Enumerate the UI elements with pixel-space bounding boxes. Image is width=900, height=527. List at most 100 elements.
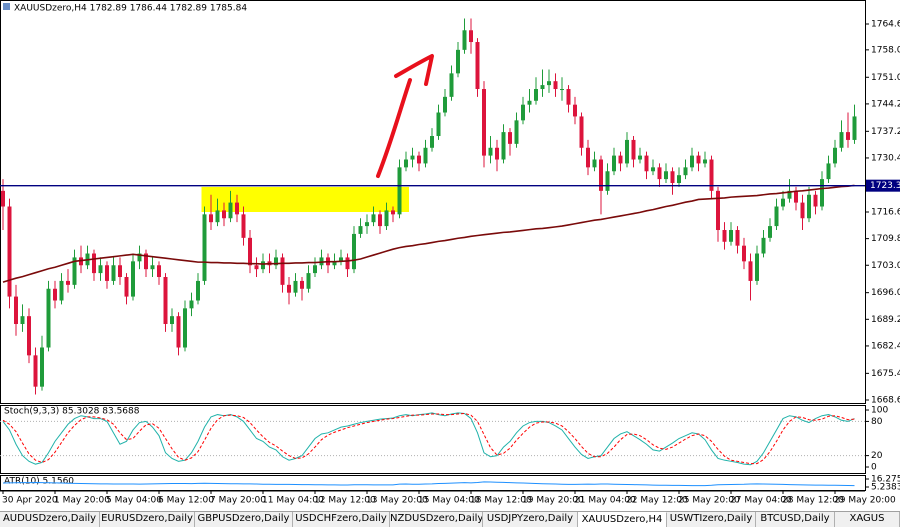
candle-body: [215, 210, 220, 223]
candle-body: [313, 265, 317, 274]
candle-body: [7, 206, 12, 297]
level-label: 1723.32: [870, 181, 900, 191]
candle-body: [105, 265, 109, 281]
chart-tab[interactable]: USWTIzero,Daily: [667, 512, 756, 527]
chart-tab[interactable]: AUDUSDzero,Daily: [0, 512, 100, 527]
candle-body: [131, 261, 135, 297]
y-tick-label: 80: [871, 417, 883, 427]
candle-body: [378, 214, 382, 227]
y-tick-label: 1682.40: [871, 341, 900, 351]
panel-title: Stoch(9,3,3) 85.3028 83.5688: [4, 407, 140, 417]
candle-body: [514, 120, 519, 144]
candle-body: [339, 257, 343, 262]
candle-body: [345, 257, 350, 270]
candle-body: [176, 316, 181, 348]
y-tick-label: 1744.20: [871, 99, 900, 109]
candle-body: [852, 116, 857, 140]
candle-body: [495, 147, 499, 160]
candle-body: [157, 265, 161, 278]
x-tick-label: 27 May 04:00: [730, 496, 792, 506]
candle-body: [794, 190, 798, 203]
candle-body: [690, 155, 694, 168]
candle-body: [488, 147, 493, 156]
candle-body: [722, 230, 727, 242]
chart-tab[interactable]: GBPUSDzero,Daily: [195, 512, 293, 527]
candle-body: [371, 214, 376, 223]
chart-tab[interactable]: NZDUSDzero,Daily: [390, 512, 483, 527]
candle-body: [469, 30, 473, 43]
chart-tab[interactable]: USDJPYzero,Daily: [483, 512, 578, 527]
candle-body: [462, 30, 467, 50]
candle-body: [800, 202, 805, 219]
y-tick-label: 1751.00: [871, 73, 900, 83]
candle-body: [553, 81, 558, 90]
chart-tab[interactable]: XAUUSDzero,H4: [578, 512, 667, 527]
y-tick-label: 20: [871, 451, 883, 461]
y-tick-label: 1716.60: [871, 207, 900, 217]
candle-body: [527, 100, 532, 105]
candle-body: [235, 202, 239, 215]
candle-body: [40, 347, 44, 387]
candle-body: [449, 73, 454, 97]
candle-body: [92, 253, 96, 274]
candle-body: [46, 288, 51, 348]
moving-average: [2, 184, 855, 283]
chart-header: XAUUSDzero,H4 1782.89 1786.44 1782.89 17…: [14, 4, 247, 14]
candle-body: [768, 226, 772, 238]
candle-body: [228, 202, 233, 219]
candle-body: [820, 179, 824, 207]
candle-body: [696, 155, 701, 164]
x-tick-label: 18 May 12:00: [470, 496, 532, 506]
candle-body: [521, 104, 525, 121]
chart-tab[interactable]: XAGUS: [835, 512, 900, 527]
candle-body: [651, 167, 655, 172]
candle-body: [300, 280, 304, 289]
candle-body: [20, 316, 25, 325]
x-tick-label: 1 May 20:00: [54, 496, 110, 506]
indicator-line: [2, 412, 855, 465]
candle-body: [202, 214, 207, 281]
candle-body: [59, 280, 64, 301]
candle-body: [384, 210, 389, 227]
candle-body: [98, 265, 103, 274]
candle-body: [306, 273, 311, 289]
chart: 1764.60 1758.00 1751.00 1744.20 1737.20 1730.…: [0, 0, 900, 506]
x-tick-label: 12 May 12:00: [314, 496, 376, 506]
candle-body: [670, 171, 675, 184]
candle-body: [14, 296, 18, 325]
candle-body: [66, 280, 70, 285]
candle-body: [742, 245, 746, 262]
candle-body: [365, 222, 369, 227]
x-tick-label: 5 May 04:00: [106, 496, 162, 506]
candle-body: [436, 112, 441, 137]
candle-body: [833, 147, 837, 164]
candle-body: [566, 89, 571, 105]
tab-bar: AUDUSDzero,Daily EURUSDzero,Daily GBPUSDze…: [0, 511, 900, 527]
candle-body: [709, 159, 714, 191]
x-tick-label: 15 May 04:00: [418, 496, 480, 506]
candle-body: [781, 198, 785, 207]
y-tick-label: 1689.20: [871, 315, 900, 325]
candle-body: [27, 316, 31, 356]
candle-body: [222, 210, 226, 219]
candle-body: [404, 159, 408, 168]
chart-tab[interactable]: BTCUSD,Daily: [756, 512, 835, 527]
chart-tab[interactable]: EURUSDzero,Daily: [100, 512, 195, 527]
candle-body: [397, 167, 402, 215]
candle-body: [137, 253, 142, 262]
candle-body: [605, 171, 610, 191]
y-tick-label: 1737.20: [871, 127, 900, 137]
candle-body: [839, 132, 844, 148]
x-tick-label: 21 May 04:00: [574, 496, 636, 506]
level-label-box: [866, 179, 900, 192]
zone-layer: [201, 186, 409, 212]
candle-body: [787, 190, 792, 199]
candle-body: [846, 132, 850, 140]
candle-body: [703, 159, 707, 164]
chart-tab[interactable]: USDCHFzero,Daily: [293, 512, 390, 527]
candle-body: [423, 147, 428, 164]
candle-body: [332, 261, 337, 266]
indicator-line: [2, 481, 855, 487]
candle-body: [443, 96, 447, 113]
